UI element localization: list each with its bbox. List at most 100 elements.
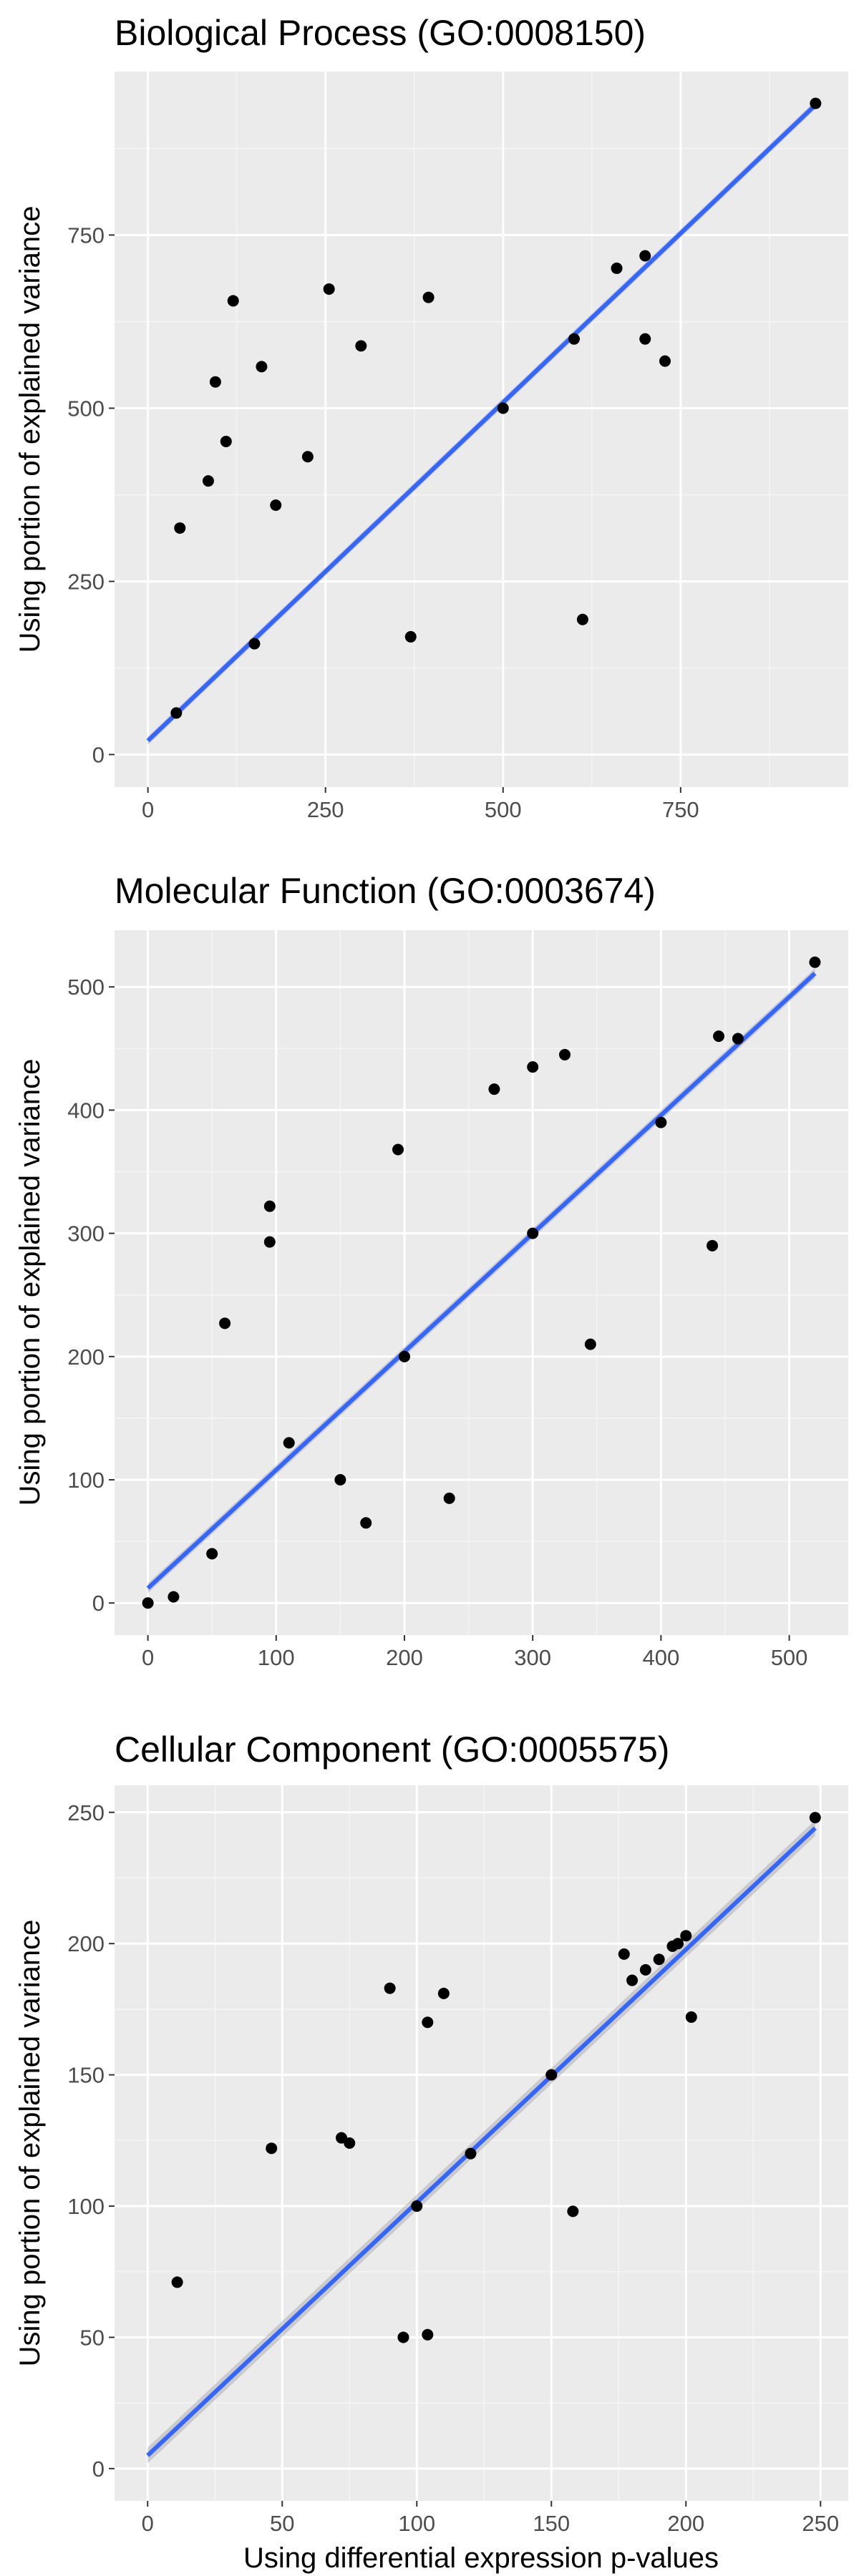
- panel-molecular-function: Molecular Function (GO:0003674) 0 100 200 3…: [14, 871, 848, 1670]
- y-tick-label: 400: [67, 1098, 105, 1123]
- scatter-point: [810, 97, 822, 109]
- fit-line-layer: [146, 103, 817, 743]
- scatter-point: [219, 1317, 231, 1330]
- scatter-point: [527, 1061, 539, 1073]
- scatter-point: [301, 451, 314, 463]
- panel-title: Molecular Function (GO:0003674): [115, 871, 656, 911]
- scatter-point: [584, 1338, 596, 1350]
- scatter-point: [263, 1236, 276, 1248]
- scatter-point: [323, 283, 335, 295]
- scatter-point: [422, 2016, 434, 2029]
- y-tick-label: 200: [67, 1931, 105, 1956]
- scatter-point: [626, 1974, 639, 1986]
- scatter-point: [344, 2137, 356, 2149]
- x-tick-label: 0: [142, 1645, 154, 1670]
- scatter-point: [611, 262, 623, 274]
- fit-line-layer: [146, 1826, 817, 2457]
- x-axis-ticks: 0 250 500 750: [142, 787, 699, 822]
- y-axis-title: Using portion of explained variance: [14, 206, 46, 653]
- scatter-point: [422, 2328, 434, 2341]
- scatter-point: [266, 2142, 278, 2155]
- panel-cellular-component: Cellular Component (GO:0005575) 0 50 100 15…: [14, 1729, 848, 2574]
- scatter-point: [142, 1597, 154, 1609]
- scatter-point: [263, 1200, 276, 1212]
- scatter-point: [545, 2069, 558, 2081]
- y-tick-label: 0: [92, 1591, 105, 1616]
- scatter-point: [685, 2011, 697, 2023]
- scatter-point: [248, 638, 261, 650]
- scatter-point: [567, 2205, 579, 2218]
- major-gridlines: [115, 1785, 848, 2501]
- scatter-point: [666, 1940, 679, 1952]
- x-tick-label: 100: [398, 2511, 435, 2536]
- scatter-points: [170, 97, 822, 719]
- y-axis-ticks: 0 100 200 300 400 500: [67, 975, 115, 1616]
- x-tick-label: 750: [662, 797, 699, 822]
- x-tick-label: 200: [667, 2511, 704, 2536]
- scatter-point: [639, 333, 651, 345]
- scatter-point: [256, 361, 268, 373]
- y-tick-label: 300: [67, 1221, 105, 1246]
- x-tick-label: 0: [142, 797, 154, 822]
- y-axis-title: Using portion of explained variance: [14, 1059, 46, 1506]
- y-tick-label: 500: [67, 975, 105, 1000]
- y-axis-title: Using portion of explained variance: [14, 1920, 46, 2367]
- x-axis-ticks: 0 100 200 300 400 500: [142, 1635, 807, 1670]
- x-tick-label: 150: [533, 2511, 570, 2536]
- scatter-point: [639, 1963, 651, 1976]
- scatter-point: [202, 475, 214, 487]
- y-tick-label: 250: [67, 569, 105, 594]
- scatter-point: [355, 340, 367, 352]
- scatter-point: [809, 956, 821, 968]
- scatter-point: [732, 1033, 744, 1045]
- y-tick-label: 500: [67, 396, 105, 421]
- scatter-point: [655, 1116, 667, 1128]
- scatter-point: [220, 435, 232, 447]
- x-tick-label: 250: [307, 797, 344, 822]
- panel-title: Biological Process (GO:0008150): [115, 13, 646, 53]
- panel-biological-process: Biological Process (GO:0008150) 0 250 500 7…: [14, 13, 848, 822]
- scatter-point: [713, 1030, 725, 1043]
- scatter-point: [680, 1930, 692, 1942]
- minor-gridlines: [115, 72, 848, 787]
- scatter-point: [227, 295, 239, 307]
- x-tick-label: 50: [270, 2511, 294, 2536]
- scatter-point: [334, 1474, 346, 1486]
- scatter-point: [639, 250, 651, 262]
- x-tick-label: 300: [514, 1645, 551, 1670]
- y-tick-label: 750: [67, 223, 105, 248]
- scatter-point: [443, 1492, 455, 1504]
- fit-line: [146, 972, 817, 1590]
- scatter-point: [437, 1987, 450, 1999]
- y-axis-ticks: 0 50 100 150 200 250: [67, 1800, 115, 2482]
- x-tick-label: 0: [142, 2511, 154, 2536]
- scatter-point: [404, 630, 417, 643]
- scatter-points: [171, 1812, 821, 2343]
- y-tick-label: 0: [92, 2457, 105, 2482]
- major-gridlines: [115, 72, 848, 787]
- x-axis-title: Using differential expression p-values: [243, 2542, 719, 2574]
- scatter-point: [171, 2276, 183, 2288]
- x-axis-ticks: 0 50 100 150 200 250: [142, 2501, 839, 2536]
- scatter-point: [209, 376, 221, 388]
- x-tick-label: 400: [643, 1645, 680, 1670]
- y-tick-label: 150: [67, 2063, 105, 2088]
- scatter-point: [558, 1048, 571, 1060]
- scatter-point: [411, 2200, 423, 2212]
- x-tick-label: 500: [485, 797, 522, 822]
- scatter-point: [392, 1143, 404, 1156]
- scatter-point: [527, 1227, 539, 1239]
- y-tick-label: 100: [67, 1468, 105, 1493]
- scatter-point: [618, 1948, 630, 1960]
- scatter-points: [142, 956, 821, 1609]
- scatter-point: [360, 1517, 372, 1529]
- scatter-point: [335, 2132, 347, 2144]
- scatter-point: [707, 1239, 719, 1252]
- scatter-point: [206, 1548, 218, 1560]
- scatter-point: [576, 613, 588, 625]
- scatter-point: [488, 1083, 500, 1096]
- y-tick-label: 0: [92, 743, 105, 768]
- scatter-point: [659, 355, 671, 367]
